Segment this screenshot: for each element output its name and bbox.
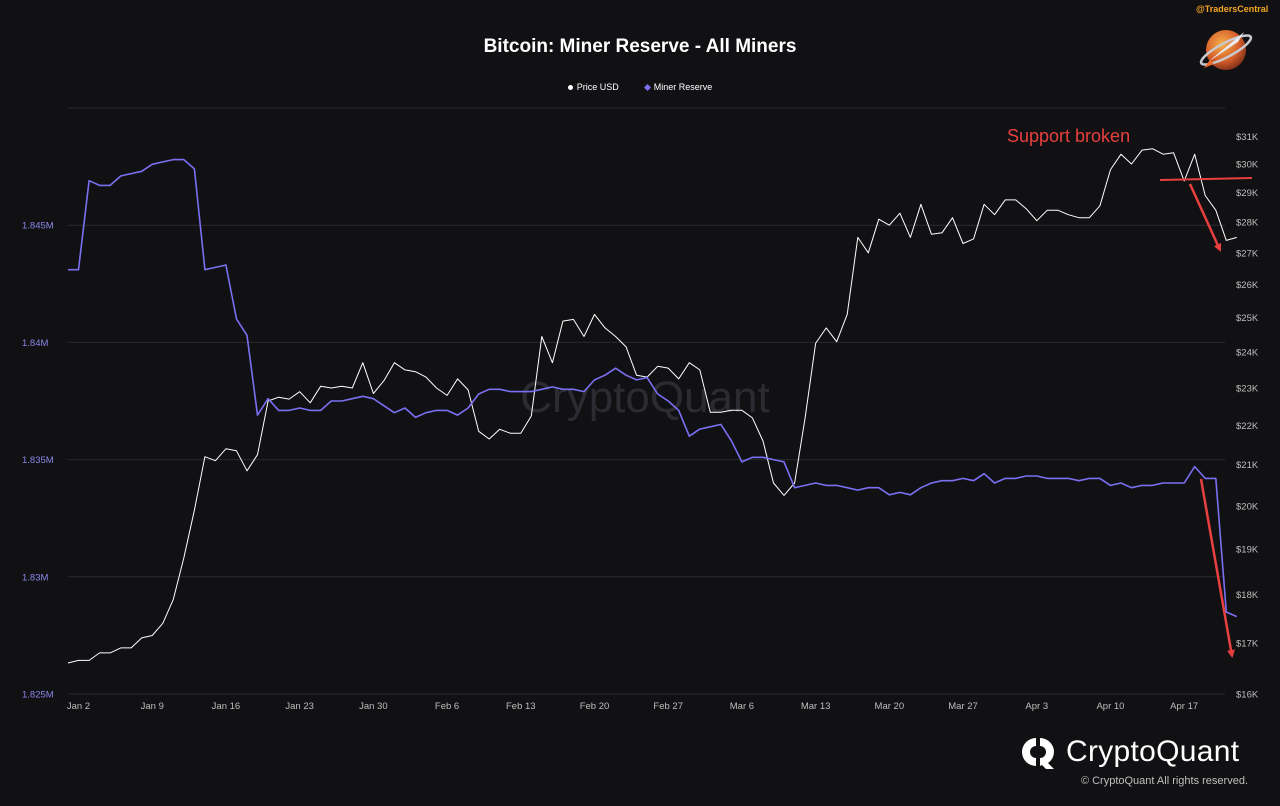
x-axis-tick-label: Jan 2 [67,701,90,712]
legend-price-label: Price USD [576,82,619,92]
x-axis-tick-label: Jan 16 [212,701,241,712]
right-axis-tick-label: $19K [1236,545,1259,556]
x-axis-tick-label: Feb 6 [435,701,459,712]
chart-title: Bitcoin: Miner Reserve - All Miners [483,36,797,57]
brand-name: CryptoQuant [1066,735,1240,768]
right-axis-tick-label: $16K [1236,690,1259,701]
x-axis-tick-label: Mar 6 [730,701,754,712]
support-line [1159,177,1253,181]
watermark-text: CryptoQuant [520,373,769,422]
right-axis-tick-label: $21K [1236,460,1259,471]
left-axis-tick-label: 1.83M [22,572,48,583]
x-axis-tick-label: Mar 20 [875,701,905,712]
right-axis-tick-label: $24K [1236,348,1259,359]
legend-item-reserve[interactable]: Miner Reserve [643,82,713,92]
x-axis-tick-label: Feb 20 [580,701,610,712]
x-axis-tick-label: Apr 10 [1096,701,1124,712]
series-lines [67,148,1238,664]
annotation-arrows [1159,177,1253,658]
left-axis-tick-label: 1.835M [22,455,54,466]
right-axis-tick-label: $26K [1236,280,1259,291]
x-axis-tick-label: Feb 13 [506,701,536,712]
x-axis-tick-label: Jan 9 [141,701,164,712]
left-axis-tick-label: 1.845M [22,221,54,232]
right-axis-tick-label: $27K [1236,248,1259,259]
right-axis-tick-label: $30K [1236,160,1259,171]
left-axis-tick-label: 1.825M [22,690,54,701]
price-down-arrow [1188,183,1222,252]
legend-item-price[interactable]: Price USD [567,82,619,92]
grid-lines [68,107,1225,695]
right-axis-tick-label: $18K [1236,590,1259,601]
right-axis-tick-label: $17K [1236,638,1259,649]
right-axis-tick-label: $29K [1236,188,1259,199]
support-broken-annotation: Support broken [1007,126,1131,146]
left-axis: 1.825M 1.83M 1.835M 1.84M 1.845M [22,221,54,701]
x-axis: Jan 2 Jan 9 Jan 16 Jan 23 Jan 30 Feb 6 Feb 13 F… [67,701,1198,712]
cryptoquant-brand: CryptoQuant [1018,734,1239,770]
cryptoquant-logo-icon [1022,738,1054,769]
traderscentral-handle: @TradersCentral [1196,4,1269,14]
reserve-down-arrow [1199,478,1235,658]
right-axis-tick-label: $23K [1236,384,1259,395]
right-axis-tick-label: $28K [1236,218,1259,229]
price-usd-line [67,148,1237,664]
x-axis-tick-label: Jan 23 [285,701,314,712]
copyright-text: © CryptoQuant All rights reserved. [1080,775,1248,787]
left-axis-tick-label: 1.84M [22,338,48,349]
x-axis-tick-label: Apr 3 [1025,701,1048,712]
right-axis-tick-label: $20K [1236,501,1259,512]
right-axis-tick-label: $22K [1236,421,1259,432]
rocket-planet-icon [1199,30,1253,70]
right-axis-tick-label: $31K [1236,132,1259,143]
x-axis-tick-label: Feb 27 [653,701,683,712]
x-axis-tick-label: Mar 27 [948,701,978,712]
chart-legend: Price USD Miner Reserve [0,82,1280,92]
x-axis-tick-label: Mar 13 [801,701,831,712]
x-axis-tick-label: Apr 17 [1170,701,1198,712]
legend-reserve-label: Miner Reserve [653,82,713,92]
x-axis-tick-label: Jan 30 [359,701,388,712]
miner-reserve-line [68,158,1238,618]
legend-price-marker [567,84,573,90]
right-axis: $16K $17K $18K $19K $20K $21K $22K $23K $24K $25K… [1236,132,1259,701]
right-axis-tick-label: $25K [1236,313,1259,324]
